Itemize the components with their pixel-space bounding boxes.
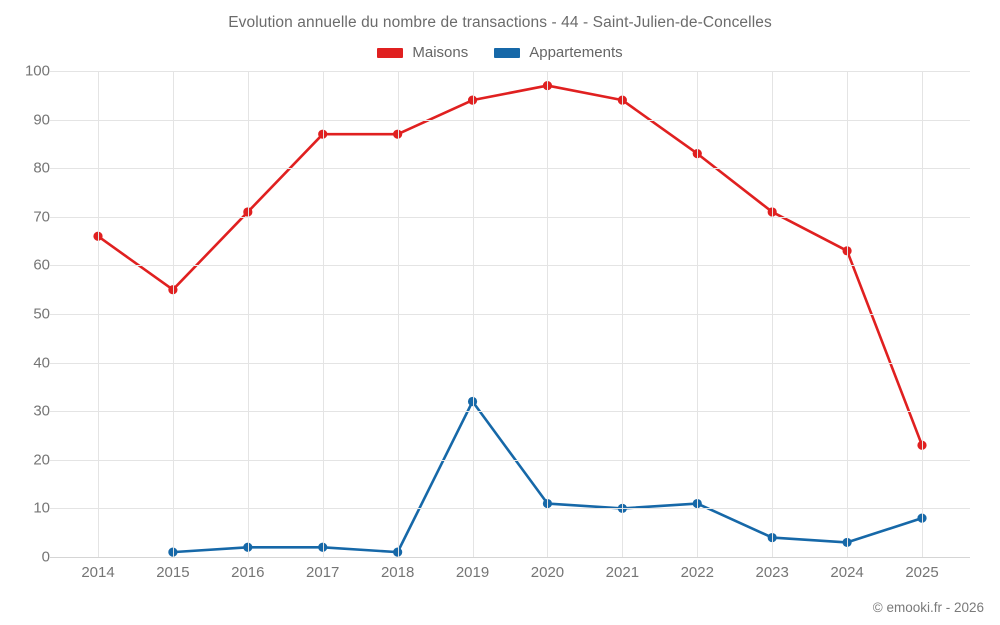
data-point-marker[interactable]: [542, 498, 553, 509]
chart-title: Evolution annuelle du nombre de transact…: [228, 14, 772, 31]
x-axis-tick-label: 2017: [306, 564, 340, 581]
legend-label: Appartements: [529, 44, 623, 61]
x-axis-tick-label: 2025: [905, 564, 939, 581]
x-axis: 2014 2015 2016 2017 2018 2019 2020 2021 2022 2023…: [50, 557, 970, 587]
series-layer: [93, 80, 927, 557]
gridline-horizontal: [50, 119, 970, 121]
chart-legend: Maisons Appartements: [0, 44, 1000, 61]
x-axis-tick-label: 2016: [231, 564, 265, 581]
x-axis-tick-label: 2024: [830, 564, 864, 581]
x-axis-tick-label: 2015: [156, 564, 190, 581]
legend-item-maisons[interactable]: Maisons: [377, 44, 468, 61]
gridline-vertical: [98, 71, 99, 557]
y-axis-tick-label: 40: [33, 354, 50, 372]
gridline-horizontal: [50, 71, 970, 72]
y-axis-tick-label: 30: [33, 402, 50, 420]
gridline-vertical: [697, 71, 699, 557]
plot-area: [50, 71, 970, 558]
x-axis-tick-label: 2014: [81, 564, 115, 581]
gridline-horizontal: [50, 314, 970, 315]
gridline-vertical: [172, 71, 174, 557]
x-axis-tick-label: 2020: [530, 564, 565, 581]
y-axis-tick-label: 20: [33, 451, 50, 469]
gridline-vertical: [322, 71, 324, 557]
x-axis-tick-label: 2022: [680, 564, 714, 581]
gridline-vertical: [922, 71, 923, 557]
legend-swatch-icon: [494, 47, 521, 58]
y-axis-tick-label: 70: [33, 208, 50, 226]
legend-swatch-icon: [377, 47, 404, 58]
data-point-marker[interactable]: [542, 80, 553, 91]
x-axis-tick-label: 2019: [455, 564, 490, 581]
gridline-vertical: [472, 71, 474, 557]
gridline-vertical: [247, 71, 249, 557]
gridline-horizontal: [50, 459, 970, 461]
gridline-vertical: [772, 71, 774, 557]
x-axis-tick-label: 2023: [755, 564, 789, 581]
gridline-vertical: [847, 71, 849, 557]
legend-item-appartements[interactable]: Appartements: [494, 44, 623, 61]
y-axis-tick-label: 50: [33, 305, 50, 323]
x-axis-tick-label: 2021: [605, 564, 640, 581]
y-axis: 0 10 20 30 40 50 60 70 80 90 100: [0, 64, 50, 565]
gridline-horizontal: [50, 362, 970, 364]
y-axis-tick-label: 80: [33, 159, 50, 177]
x-axis-tick-label: 2018: [380, 564, 415, 581]
legend-label: Maisons: [412, 44, 469, 61]
gridline-vertical: [622, 71, 624, 557]
y-axis-tick-label: 10: [33, 499, 50, 517]
gridline-vertical: [397, 71, 399, 557]
y-axis-tick-label: 100: [24, 62, 50, 80]
gridline-vertical: [547, 71, 549, 557]
y-axis-tick-label: 0: [41, 548, 50, 566]
gridline-horizontal: [50, 508, 970, 510]
gridline-horizontal: [50, 411, 970, 413]
y-axis-tick-label: 60: [33, 256, 50, 274]
copyright-footer: © emooki.fr - 2026: [872, 600, 984, 615]
y-axis-tick-label: 90: [33, 111, 50, 129]
gridline-horizontal: [50, 216, 970, 218]
series-line-maisons: [96, 84, 924, 447]
gridline-horizontal: [50, 265, 970, 267]
gridline-horizontal: [50, 168, 970, 170]
x-axis-line: [50, 557, 970, 558]
